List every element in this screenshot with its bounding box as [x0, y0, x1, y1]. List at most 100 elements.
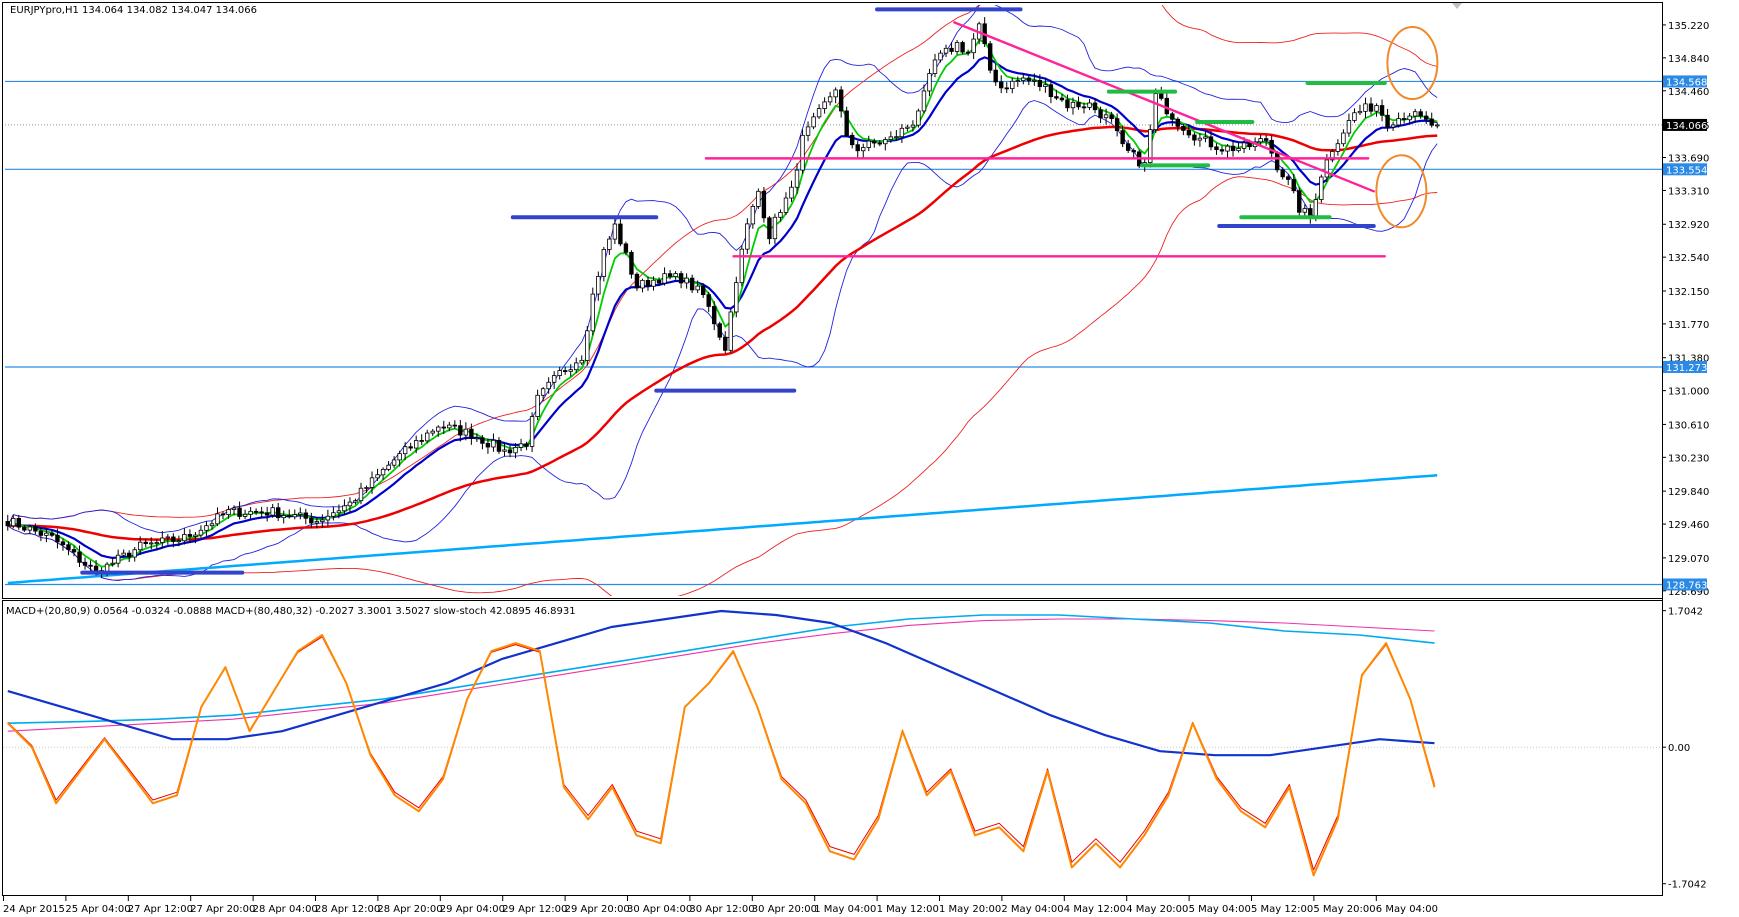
candle-body [143, 541, 148, 544]
price-tick-label: 128.690 [1668, 587, 1709, 598]
candle-body [1435, 124, 1440, 127]
candle-body [960, 42, 965, 53]
candle-body [93, 565, 99, 571]
candle-body [154, 542, 159, 544]
candle-body [513, 446, 518, 454]
candle-body [1203, 136, 1208, 139]
candle-body [1363, 103, 1368, 112]
candle-body [877, 142, 882, 145]
price-tick-label: 135.220 [1668, 21, 1709, 32]
candle-body [1407, 115, 1412, 121]
candle-body [231, 507, 237, 510]
candle-body [1418, 111, 1423, 117]
candle-body [413, 440, 419, 449]
candle-body [121, 552, 126, 556]
candle-body [1181, 125, 1186, 131]
time-tick-label: 29 Apr 04:00 [440, 904, 505, 915]
candle-body [27, 526, 33, 531]
candle-body [800, 134, 805, 171]
candle-body [629, 251, 634, 275]
candle-body [77, 551, 82, 563]
candle-body [1070, 101, 1076, 109]
candle-body [938, 52, 943, 61]
candle-body [1236, 148, 1241, 152]
candle-body [1352, 112, 1357, 121]
candle-body [469, 428, 474, 439]
candle-body [1286, 176, 1291, 180]
candle-body [1010, 80, 1015, 90]
candle-body [717, 323, 722, 338]
candle-body [226, 509, 231, 515]
candle-body [579, 359, 584, 364]
candle-body [1357, 110, 1363, 114]
time-tick-label: 28 Apr 12:00 [315, 904, 380, 915]
candle-body [342, 505, 347, 512]
candle-body [618, 223, 623, 245]
price-tick-label: 132.150 [1668, 287, 1709, 298]
chart-shift-marker[interactable] [1452, 3, 1462, 9]
candle-body [750, 206, 756, 225]
candle-body [1401, 118, 1407, 121]
candle-body [303, 512, 308, 519]
time-tick-label: 27 Apr 20:00 [190, 904, 255, 915]
long-moving-average [7, 474, 1438, 585]
bollinger-20-lower [7, 100, 1438, 581]
candle-body [1109, 114, 1114, 120]
candle-body [82, 561, 88, 566]
candle-body [380, 468, 386, 476]
candle-body [524, 443, 529, 447]
candle-body [182, 534, 187, 542]
highlight-circle [1386, 26, 1439, 101]
candle-body [347, 501, 353, 507]
candle-body [993, 69, 998, 83]
candle-body [695, 285, 700, 291]
candle-body [5, 521, 10, 527]
price-tag [1663, 75, 1707, 88]
candle-body [38, 530, 44, 536]
candle-body [640, 279, 645, 289]
price-tick-label: 130.230 [1668, 453, 1709, 464]
price-tag-label: 133.554 [1666, 165, 1707, 176]
candle-body [883, 139, 888, 145]
time-tick-label: 28 Apr 20:00 [377, 904, 442, 915]
candle-body [772, 216, 778, 240]
candle-body [187, 534, 193, 537]
candle-body [298, 512, 303, 515]
candle-body [287, 515, 292, 518]
candle-body [529, 416, 535, 447]
osc-tick-label: -1.7042 [1668, 880, 1707, 891]
candle-body [55, 534, 60, 543]
candle-body [1197, 137, 1203, 141]
candle-body [1059, 97, 1065, 101]
candle-body [888, 136, 894, 140]
candle-body [899, 127, 905, 138]
candle-body [535, 394, 540, 417]
candle-body [623, 243, 629, 253]
candle-body [551, 375, 557, 383]
osc-tick-label: 1.7042 [1668, 607, 1703, 618]
candle-body [656, 279, 662, 284]
candle-body [745, 223, 750, 250]
candle-body [88, 564, 93, 567]
candle-body [596, 276, 601, 295]
candle-body [866, 140, 871, 148]
candle-body [1302, 208, 1307, 213]
price-tick-label: 134.460 [1668, 87, 1709, 98]
time-tick-label: 25 Apr 04:00 [65, 904, 130, 915]
candle-body [728, 311, 733, 351]
candle-body [408, 446, 413, 449]
candle-body [358, 487, 364, 502]
candle-body [1015, 80, 1020, 82]
candle-body [386, 464, 391, 470]
candle-body [778, 212, 783, 218]
candle-body [336, 510, 342, 514]
candle-body [502, 449, 507, 452]
candle-body [568, 369, 573, 372]
candle-body [607, 238, 612, 250]
candle-body [364, 487, 369, 489]
time-tick-label: 4 May 12:00 [1064, 904, 1126, 915]
candle-body [850, 134, 855, 146]
candle-body [66, 544, 71, 550]
candle-body [49, 532, 55, 536]
candle-body [507, 449, 513, 454]
